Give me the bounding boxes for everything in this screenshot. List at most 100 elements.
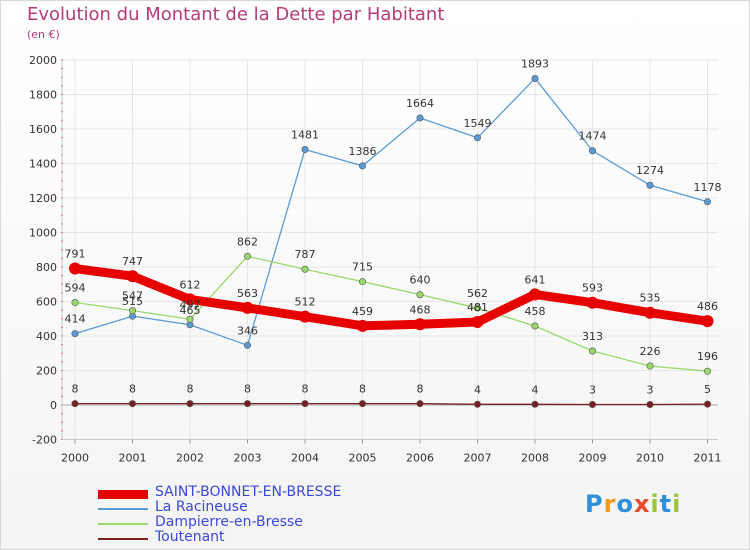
y-tick-label: 200 bbox=[36, 365, 57, 378]
data-point bbox=[588, 347, 596, 355]
data-point bbox=[244, 252, 252, 260]
data-point bbox=[126, 270, 139, 283]
data-label: 1274 bbox=[636, 164, 664, 177]
data-point bbox=[531, 322, 539, 330]
data-point bbox=[69, 262, 81, 275]
data-label: 8 bbox=[359, 383, 366, 396]
data-point bbox=[301, 400, 309, 408]
x-tick-label: 2005 bbox=[349, 452, 377, 465]
data-point bbox=[301, 265, 309, 273]
data-label: 486 bbox=[697, 300, 718, 313]
data-point bbox=[301, 146, 309, 154]
x-tick-label: 2004 bbox=[291, 452, 319, 465]
data-label: 481 bbox=[467, 301, 488, 314]
legend-swatch bbox=[98, 489, 148, 499]
data-label: 1474 bbox=[579, 130, 607, 143]
data-point bbox=[531, 400, 539, 408]
data-label: 3 bbox=[589, 383, 596, 396]
data-point bbox=[473, 134, 481, 142]
data-label: 4 bbox=[474, 383, 481, 396]
logo-letter: t bbox=[659, 490, 673, 518]
data-label: 5 bbox=[704, 383, 711, 396]
data-label: 4 bbox=[532, 383, 539, 396]
data-label: 747 bbox=[122, 255, 143, 268]
x-tick-label: 2002 bbox=[176, 452, 204, 465]
data-point bbox=[703, 198, 711, 206]
data-label: 535 bbox=[640, 292, 661, 305]
x-tick-label: 2008 bbox=[521, 452, 549, 465]
data-point bbox=[299, 310, 311, 323]
x-tick-label: 2010 bbox=[636, 452, 664, 465]
data-label: 8 bbox=[417, 383, 424, 396]
data-point bbox=[414, 318, 426, 331]
y-tick-label: 1400 bbox=[29, 158, 57, 171]
data-point bbox=[588, 147, 596, 155]
data-point bbox=[646, 400, 654, 408]
data-label: 465 bbox=[180, 304, 201, 317]
y-tick-label: 800 bbox=[36, 261, 57, 274]
y-tick-label: 1000 bbox=[29, 227, 57, 240]
data-label: 1178 bbox=[694, 181, 722, 194]
data-point bbox=[129, 307, 137, 315]
data-point bbox=[129, 400, 137, 408]
data-point bbox=[473, 400, 481, 408]
x-tick-label: 2006 bbox=[406, 452, 434, 465]
legend-swatch bbox=[98, 508, 148, 510]
series-line-3 bbox=[74, 402, 709, 406]
data-label: 562 bbox=[467, 287, 488, 300]
data-label: 8 bbox=[187, 383, 194, 396]
data-label: 8 bbox=[72, 383, 79, 396]
data-label: 8 bbox=[244, 383, 251, 396]
data-label: 1386 bbox=[349, 145, 377, 158]
data-point bbox=[241, 301, 254, 314]
series-line-1 bbox=[74, 77, 709, 346]
data-label: 640 bbox=[410, 274, 431, 287]
x-tick-label: 2007 bbox=[464, 452, 492, 465]
data-label: 497 bbox=[180, 298, 201, 311]
chart-title: Evolution du Montant de la Dette par Hab… bbox=[27, 4, 445, 25]
series-line-0 bbox=[70, 264, 712, 331]
y-tick-label: 0 bbox=[50, 399, 57, 412]
data-point bbox=[703, 367, 711, 375]
data-point bbox=[646, 362, 654, 370]
data-label: 196 bbox=[697, 350, 718, 363]
data-label: 458 bbox=[525, 305, 546, 318]
chart-subtitle: (en €) bbox=[27, 28, 60, 41]
data-point bbox=[358, 162, 366, 170]
data-label: 862 bbox=[237, 235, 258, 248]
legend-label: La Racineuse bbox=[155, 499, 248, 515]
data-point bbox=[186, 315, 194, 323]
data-label: 3 bbox=[647, 383, 654, 396]
data-point bbox=[644, 306, 656, 319]
data-label: 791 bbox=[65, 248, 86, 261]
y-tick-label: 1800 bbox=[29, 89, 57, 102]
data-point bbox=[356, 319, 369, 332]
data-label: 313 bbox=[582, 330, 603, 343]
data-point bbox=[358, 278, 366, 286]
data-label: 612 bbox=[180, 278, 201, 291]
x-tick-label: 2011 bbox=[694, 452, 722, 465]
x-tick-label: 2000 bbox=[61, 452, 89, 465]
data-point bbox=[416, 114, 424, 122]
data-point bbox=[71, 330, 79, 338]
series-line-2 bbox=[74, 255, 709, 372]
data-label: 547 bbox=[122, 290, 143, 303]
data-label: 1893 bbox=[521, 57, 549, 70]
data-label: 1664 bbox=[406, 97, 434, 110]
data-label: 512 bbox=[295, 296, 316, 309]
data-point bbox=[71, 400, 79, 408]
logo-letter: o bbox=[616, 490, 634, 518]
legend-swatch bbox=[98, 538, 148, 540]
logo-letter: x bbox=[633, 490, 651, 518]
data-label: 1549 bbox=[464, 117, 492, 130]
data-label: 787 bbox=[295, 248, 316, 261]
legend-label: Dampierre-en-Bresse bbox=[155, 514, 303, 530]
y-tick-label: 1200 bbox=[29, 192, 57, 205]
data-label: 8 bbox=[129, 383, 136, 396]
y-tick-label: -200 bbox=[32, 434, 57, 447]
data-label: 468 bbox=[410, 303, 431, 316]
x-tick-label: 2001 bbox=[119, 452, 147, 465]
data-point bbox=[358, 400, 366, 408]
data-label: 8 bbox=[302, 383, 309, 396]
